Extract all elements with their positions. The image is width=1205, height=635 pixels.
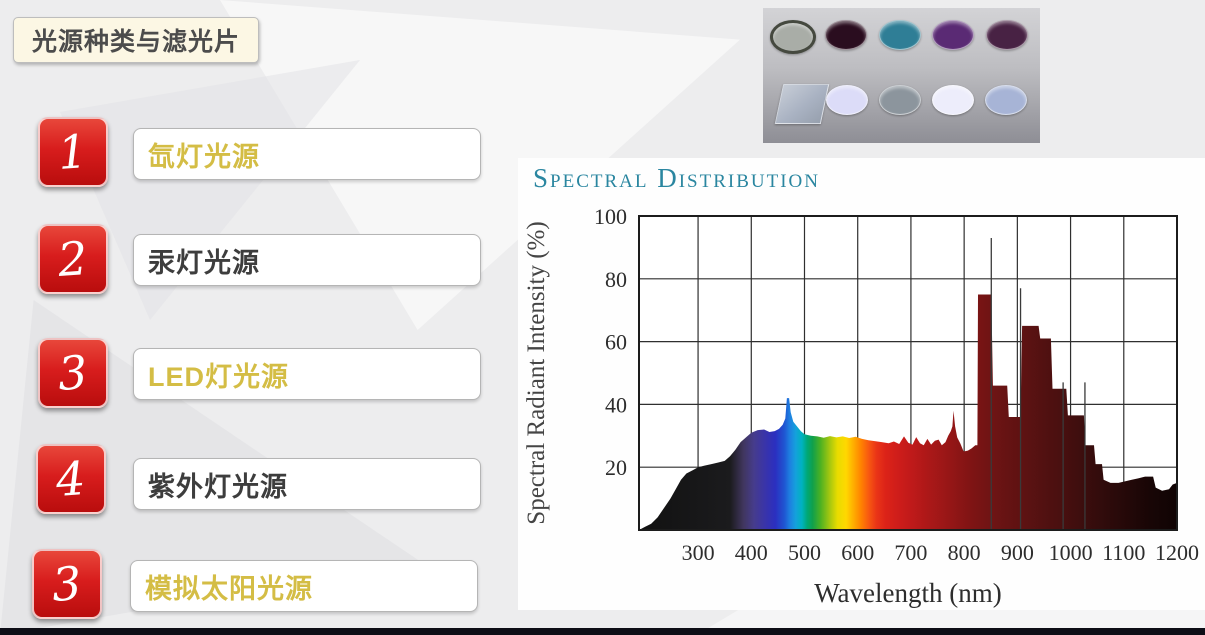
chart-title: Spectral Distribution: [533, 163, 820, 193]
item-number: 4: [54, 451, 88, 507]
x-axis-label: Wavelength (nm): [814, 578, 1002, 608]
filter-disc: [826, 85, 868, 115]
list-item-label: 汞灯光源: [148, 247, 260, 278]
y-tick-label: 20: [605, 455, 627, 480]
y-tick-label: 40: [605, 392, 627, 417]
list-item-label: 氙灯光源: [148, 141, 260, 172]
filter-disc: [986, 20, 1028, 50]
item-label-box: 紫外灯光源: [133, 458, 481, 510]
item-number: 2: [56, 231, 90, 287]
plot-border: [638, 215, 1178, 531]
x-tick-label: 600: [841, 540, 874, 565]
slide-title: 光源种类与滤光片: [32, 28, 241, 56]
slide-title-box: 光源种类与滤光片: [13, 17, 260, 63]
x-tick-label: 900: [1001, 540, 1034, 565]
y-axis-label: Spectral Radiant Intensity (%): [523, 221, 550, 524]
x-tick-label: 500: [788, 540, 821, 565]
list-item-label: 模拟太阳光源: [145, 573, 313, 604]
item-number-badge: 4: [36, 444, 106, 514]
x-tick-label: 400: [735, 540, 768, 565]
filter-disc: [879, 85, 921, 115]
filter-disc: [932, 85, 974, 115]
item-number: 1: [56, 124, 90, 180]
x-tick-label: 1100: [1102, 540, 1145, 565]
x-tick-label: 700: [894, 540, 927, 565]
y-tick-label: 60: [605, 330, 627, 355]
filter-disc: [770, 20, 816, 54]
x-tick-label: 1000: [1049, 540, 1093, 565]
y-tick-label: 100: [594, 204, 627, 229]
item-label-box: LED灯光源: [133, 348, 481, 400]
item-label-box: 模拟太阳光源: [130, 560, 478, 612]
filter-plate: [774, 84, 830, 124]
x-tick-label: 800: [948, 540, 981, 565]
spectral-distribution-chart: 300 400 500 600 700 800 900 1000 1100 1200 20 40 60 8…: [523, 204, 1199, 608]
bottom-bar: [0, 628, 1205, 635]
filter-disc: [879, 20, 921, 50]
x-tick-label: 1200: [1155, 540, 1199, 565]
item-number-badge: 3: [38, 338, 108, 408]
x-tick-label: 300: [682, 540, 715, 565]
item-label-box: 汞灯光源: [133, 234, 481, 286]
filter-disc: [932, 20, 974, 50]
item-label-box: 氙灯光源: [133, 128, 481, 180]
spectrum-area: [639, 294, 1177, 530]
chart-panel: Spectral Distribution 300 400 500 600 700 800…: [518, 158, 1205, 610]
item-number-badge: 3: [32, 549, 102, 619]
filter-disc: [985, 85, 1027, 115]
item-number-badge: 2: [38, 224, 108, 294]
list-item-label: 紫外灯光源: [148, 471, 288, 502]
optical-filters-photo: [763, 8, 1040, 143]
item-number: 3: [56, 345, 90, 401]
item-number: 3: [50, 556, 84, 612]
item-number-badge: 1: [38, 117, 108, 187]
filter-disc: [825, 20, 867, 50]
y-tick-label: 80: [605, 267, 627, 292]
list-item-label: LED灯光源: [148, 361, 289, 392]
